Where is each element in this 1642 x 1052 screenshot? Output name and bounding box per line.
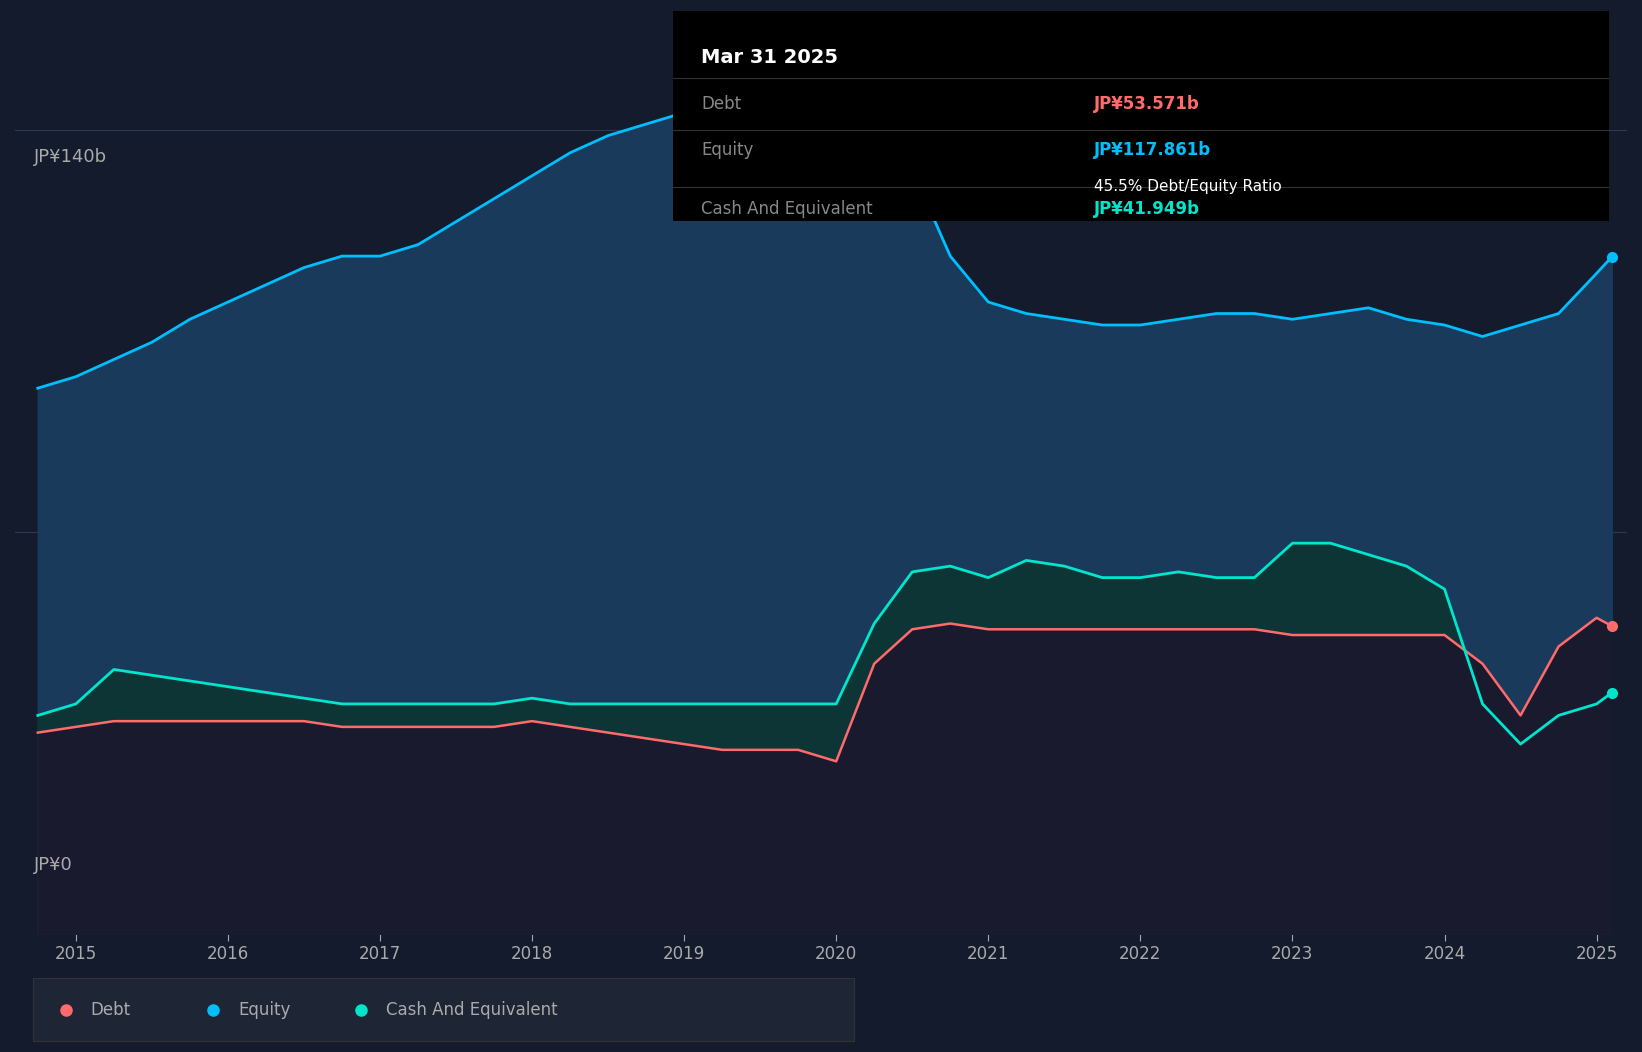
Text: Equity: Equity [701, 141, 754, 159]
Text: JP¥140b: JP¥140b [34, 148, 107, 166]
Text: Equity: Equity [238, 1000, 291, 1019]
Text: Debt: Debt [701, 95, 742, 113]
Text: Debt: Debt [90, 1000, 130, 1019]
Text: 45.5% Debt/Equity Ratio: 45.5% Debt/Equity Ratio [1094, 179, 1282, 194]
Text: JP¥41.949b: JP¥41.949b [1094, 200, 1200, 218]
Text: Cash And Equivalent: Cash And Equivalent [386, 1000, 558, 1019]
Text: JP¥0: JP¥0 [34, 855, 74, 873]
Text: Mar 31 2025: Mar 31 2025 [701, 48, 839, 67]
Text: JP¥117.861b: JP¥117.861b [1094, 141, 1212, 159]
Text: Cash And Equivalent: Cash And Equivalent [701, 200, 874, 218]
Text: JP¥53.571b: JP¥53.571b [1094, 95, 1200, 113]
